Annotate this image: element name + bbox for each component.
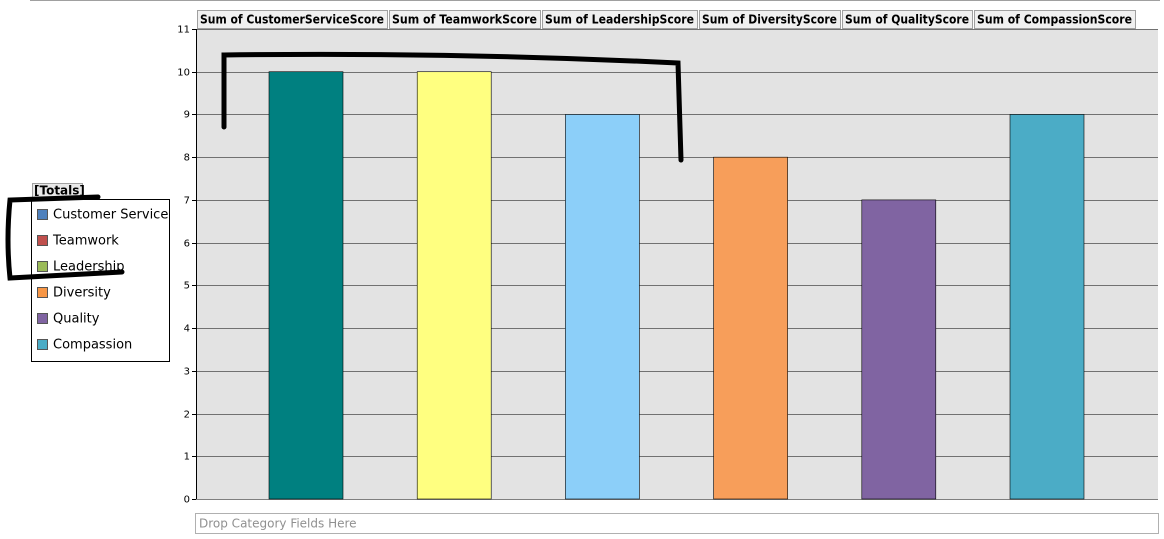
data-field-label: Sum of CompassionScore [977, 13, 1132, 27]
legend-box [31, 199, 170, 362]
data-field-button[interactable] [542, 10, 698, 29]
grid: 0 1 2 3 4 5 6 7 8 9 10 11 [177, 25, 1158, 506]
bar [416, 71, 492, 500]
data-field-label: Sum of QualityScore [845, 13, 969, 27]
y-tick-label: 10 [177, 68, 190, 79]
y-tick-label: 11 [177, 25, 190, 36]
legend-label: Quality [53, 312, 100, 327]
legend-label: Compassion [53, 338, 132, 353]
bar [1009, 114, 1085, 500]
legend-swatch [37, 313, 48, 324]
data-field-button[interactable] [974, 10, 1136, 29]
y-tick-label: 8 [184, 153, 190, 164]
y-tick-label: 5 [184, 281, 190, 292]
bar [713, 156, 788, 500]
data-fields: Sum of CustomerServiceScore Sum of Teamwo… [197, 10, 1136, 29]
data-field-button[interactable] [842, 10, 973, 29]
legend-swatch [37, 235, 48, 246]
y-tick-label: 0 [184, 495, 190, 506]
bar [861, 199, 937, 500]
annotation-bracket [5, 194, 125, 281]
y-tick-label: 6 [184, 239, 190, 250]
bars [268, 71, 1085, 500]
y-tick-label: 1 [184, 452, 190, 463]
y-tick-label: 4 [184, 324, 190, 335]
y-tick-label: 7 [184, 196, 190, 207]
legend-swatch [37, 339, 48, 350]
y-tick-label: 9 [184, 110, 190, 121]
legend-label: Teamwork [52, 234, 119, 249]
y-tick-label: 2 [184, 410, 190, 421]
bar [268, 71, 344, 500]
legend-label: Customer Service [53, 208, 168, 223]
legend-title: [Totals] [34, 184, 85, 198]
data-field-button[interactable] [699, 10, 841, 29]
data-field-button[interactable] [197, 10, 388, 29]
legend-label: Diversity [53, 286, 111, 301]
data-field-button[interactable] [389, 10, 541, 29]
drop-zone-label: Drop Category Fields Here [199, 517, 357, 531]
category-drop-zone[interactable] [195, 513, 1159, 534]
legend-swatch [37, 261, 48, 272]
bar [565, 114, 640, 500]
data-field-label: Sum of DiversityScore [702, 13, 837, 27]
legend-swatch [37, 287, 48, 298]
data-field-label: Sum of CustomerServiceScore [200, 13, 384, 27]
y-tick-label: 3 [184, 367, 190, 378]
legend: Customer ServiceTeamworkLeadershipDivers… [37, 208, 168, 353]
legend-swatch [37, 209, 48, 220]
data-field-label: Sum of TeamworkScore [392, 13, 537, 27]
annotation-bracket [221, 51, 684, 163]
data-field-label: Sum of LeadershipScore [545, 13, 694, 27]
